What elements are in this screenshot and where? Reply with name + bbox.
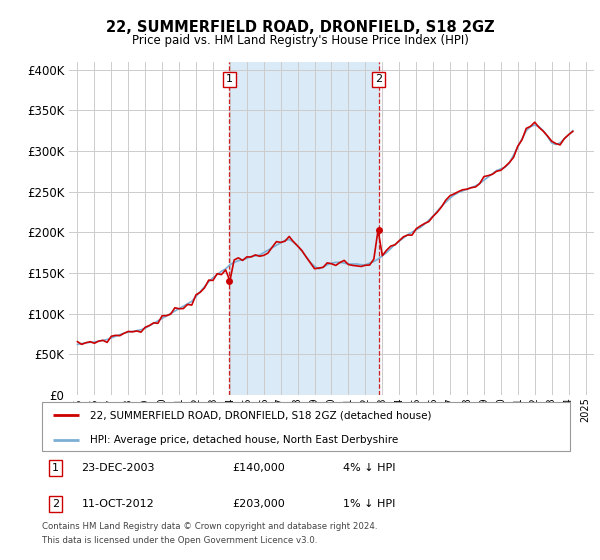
Text: This data is licensed under the Open Government Licence v3.0.: This data is licensed under the Open Gov…	[42, 536, 317, 545]
Text: Price paid vs. HM Land Registry's House Price Index (HPI): Price paid vs. HM Land Registry's House …	[131, 34, 469, 46]
FancyBboxPatch shape	[42, 402, 570, 451]
Text: 22, SUMMERFIELD ROAD, DRONFIELD, S18 2GZ: 22, SUMMERFIELD ROAD, DRONFIELD, S18 2GZ	[106, 20, 494, 35]
Text: 23-DEC-2003: 23-DEC-2003	[82, 463, 155, 473]
Text: 22, SUMMERFIELD ROAD, DRONFIELD, S18 2GZ (detached house): 22, SUMMERFIELD ROAD, DRONFIELD, S18 2GZ…	[89, 410, 431, 421]
Text: 2: 2	[52, 499, 59, 509]
Bar	[229, 62, 379, 395]
Text: 1: 1	[52, 463, 59, 473]
Text: 4% ↓ HPI: 4% ↓ HPI	[343, 463, 395, 473]
Text: £140,000: £140,000	[232, 463, 285, 473]
Text: Contains HM Land Registry data © Crown copyright and database right 2024.: Contains HM Land Registry data © Crown c…	[42, 522, 377, 531]
Text: 1: 1	[226, 74, 233, 85]
Text: 11-OCT-2012: 11-OCT-2012	[82, 499, 154, 509]
Text: 1% ↓ HPI: 1% ↓ HPI	[343, 499, 395, 509]
Text: 2: 2	[375, 74, 382, 85]
Text: HPI: Average price, detached house, North East Derbyshire: HPI: Average price, detached house, Nort…	[89, 435, 398, 445]
Text: £203,000: £203,000	[232, 499, 285, 509]
